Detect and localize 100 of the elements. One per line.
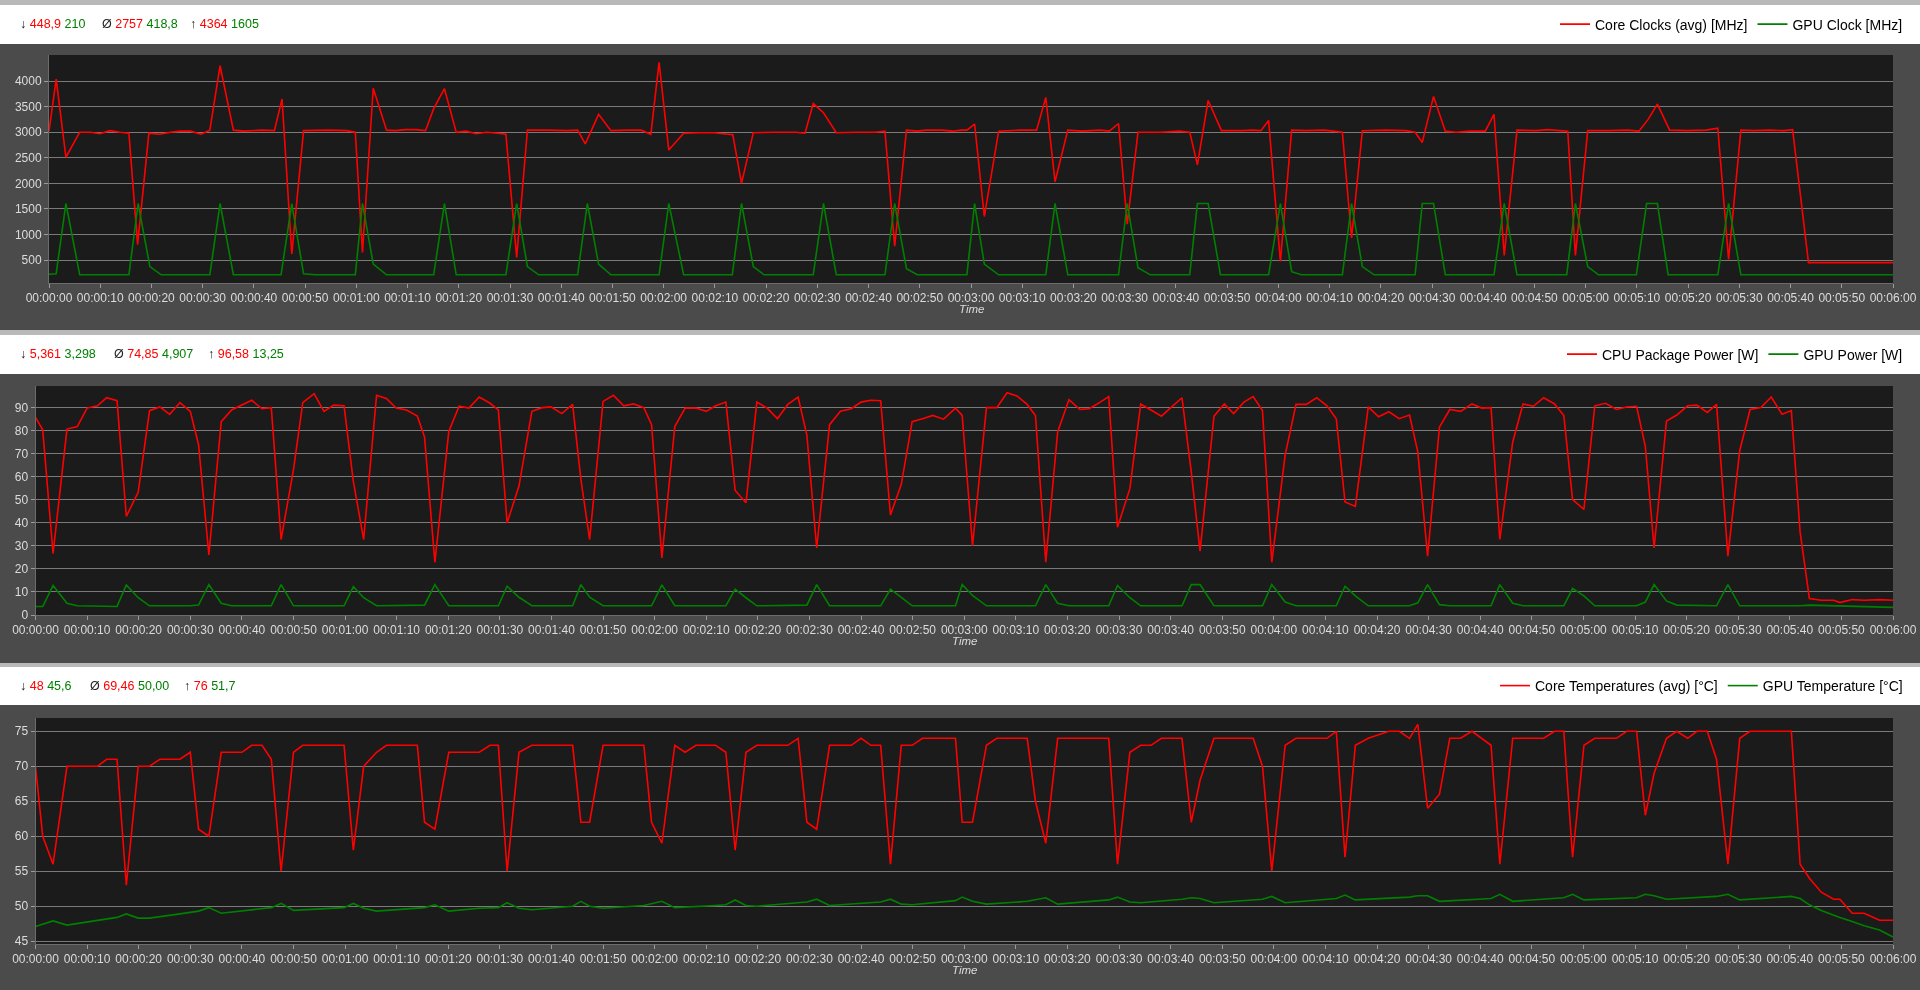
legend-label: Core Temperatures (avg) [°C] xyxy=(1535,678,1718,695)
x-tick-label: 00:00:20 xyxy=(115,952,163,967)
x-tick-label: 00:01:00 xyxy=(321,623,369,638)
y-tick-label: 0 xyxy=(21,608,29,623)
x-tick-label: 00:04:40 xyxy=(1459,291,1507,306)
x-tick-label: 00:03:50 xyxy=(1198,623,1246,638)
legend-label: CPU Package Power [W] xyxy=(1602,346,1759,363)
y-tick-label: 50 xyxy=(14,493,29,508)
text: Ø 69,46 50,00 xyxy=(90,679,170,693)
x-tick-label: 00:03:20 xyxy=(1050,291,1098,306)
x-tick-label: 00:04:00 xyxy=(1254,291,1303,306)
line-series xyxy=(49,202,1893,276)
x-tick-label: 00:01:40 xyxy=(537,291,585,306)
text: ↑ 76 51,7 xyxy=(184,679,236,693)
x-tick-label: 00:01:50 xyxy=(579,623,627,638)
line-series xyxy=(35,893,1893,938)
x-tick-label: 00:04:30 xyxy=(1408,291,1456,306)
x-tick-label: 00:03:30 xyxy=(1095,623,1143,638)
y-tick-label: 70 xyxy=(14,759,29,774)
x-tick-label: 00:02:10 xyxy=(682,623,730,638)
y-tick-label: 60 xyxy=(14,829,29,844)
x-tick-label: 00:04:00 xyxy=(1250,623,1298,638)
line-series xyxy=(35,391,1893,604)
x-tick-label: 00:01:30 xyxy=(476,952,524,967)
y-tick-label: 70 xyxy=(14,447,29,462)
x-tick-label: 00:00:40 xyxy=(218,952,266,967)
x-tick-label: 00:00:50 xyxy=(270,952,318,967)
text: ↓ 448,9 210 xyxy=(20,17,86,31)
legend-label: GPU Clock [MHz] xyxy=(1792,16,1903,33)
y-tick-label: 30 xyxy=(14,539,29,554)
x-tick-label: 00:04:40 xyxy=(1456,623,1504,638)
x-tick-label: 00:03:20 xyxy=(1044,623,1092,638)
x-tick-label: 00:05:40 xyxy=(1766,952,1814,967)
x-tick-label: 00:02:00 xyxy=(631,623,679,638)
legend-label: GPU Power [W] xyxy=(1803,346,1903,363)
x-tick-label: 00:02:10 xyxy=(682,952,730,967)
x-tick-label: 00:02:40 xyxy=(845,291,893,306)
text: Ø 74,85 4,907 xyxy=(114,347,194,361)
x-tick-label: 00:01:40 xyxy=(528,623,576,638)
x-tick-label: 00:04:30 xyxy=(1405,623,1453,638)
x-tick-label: 00:02:30 xyxy=(793,291,842,306)
y-tick-label: 2000 xyxy=(14,176,42,191)
x-tick-label: 00:03:40 xyxy=(1147,623,1195,638)
x-tick-label: 00:04:40 xyxy=(1456,952,1504,967)
x-tick-label: 00:01:20 xyxy=(435,291,483,306)
y-tick-label: 45 xyxy=(14,934,29,949)
x-tick-label: 00:05:00 xyxy=(1560,952,1608,967)
x-axis-title: Time xyxy=(952,964,978,976)
x-tick-label: 00:05:30 xyxy=(1714,952,1762,967)
x-tick-label: 00:02:00 xyxy=(640,291,688,306)
x-tick-label: 00:03:40 xyxy=(1147,952,1195,967)
x-tick-label: 00:05:40 xyxy=(1766,623,1814,638)
x-tick-label: 00:05:50 xyxy=(1818,291,1866,306)
x-tick-label: 00:00:50 xyxy=(270,623,318,638)
x-tick-label: 00:02:50 xyxy=(889,952,937,967)
x-tick-label: 00:02:50 xyxy=(896,291,944,306)
x-tick-label: 00:04:20 xyxy=(1353,952,1401,967)
legend-label: Core Clocks (avg) [MHz] xyxy=(1595,16,1748,33)
x-tick-label: 00:03:20 xyxy=(1044,952,1092,967)
y-tick-label: 500 xyxy=(21,253,42,268)
x-tick-label: 00:03:50 xyxy=(1203,291,1251,306)
x-tick-label: 00:01:10 xyxy=(373,623,421,638)
x-tick-label: 00:00:00 xyxy=(25,291,73,306)
x-tick-label: 00:04:10 xyxy=(1306,291,1354,306)
x-tick-label: 00:00:20 xyxy=(115,623,163,638)
x-tick-label: 00:00:40 xyxy=(230,291,278,306)
y-tick-label: 50 xyxy=(14,899,29,914)
x-tick-label: 00:05:50 xyxy=(1818,952,1866,967)
x-tick-label: 00:02:00 xyxy=(631,952,679,967)
x-tick-label: 00:04:10 xyxy=(1302,623,1350,638)
x-tick-label: 00:05:30 xyxy=(1715,291,1764,306)
x-axis-title: Time xyxy=(952,635,978,647)
line-series xyxy=(35,583,1893,609)
x-tick-label: 00:00:10 xyxy=(63,623,111,638)
x-tick-label: 00:03:30 xyxy=(1095,952,1143,967)
x-tick-label: 00:06:00 xyxy=(1869,291,1917,306)
x-tick-label: 00:04:20 xyxy=(1353,623,1401,638)
x-tick-label: 00:02:40 xyxy=(837,623,885,638)
y-tick-label: 1500 xyxy=(14,202,42,217)
x-tick-label: 00:01:50 xyxy=(579,952,627,967)
y-tick-label: 10 xyxy=(14,585,29,600)
x-tick-label: 00:03:10 xyxy=(992,952,1040,967)
x-tick-label: 00:01:10 xyxy=(373,952,421,967)
x-tick-label: 00:02:40 xyxy=(837,952,885,967)
x-tick-label: 00:05:30 xyxy=(1714,623,1762,638)
text: Ø 2757 418,8 xyxy=(102,17,178,31)
x-tick-label: 00:01:50 xyxy=(589,291,637,306)
x-tick-label: 00:01:30 xyxy=(476,623,524,638)
x-tick-label: 00:04:10 xyxy=(1302,952,1350,967)
x-tick-label: 00:05:00 xyxy=(1560,623,1608,638)
x-tick-label: 00:05:40 xyxy=(1767,291,1815,306)
y-tick-label: 90 xyxy=(14,401,29,416)
x-tick-label: 00:06:00 xyxy=(1869,623,1917,638)
text: ↓ 48 45,6 xyxy=(20,679,72,693)
y-tick-label: 60 xyxy=(14,470,29,485)
x-tick-label: 00:02:20 xyxy=(734,623,782,638)
x-tick-label: 00:03:10 xyxy=(998,291,1046,306)
y-tick-label: 4000 xyxy=(14,74,42,89)
y-tick-label: 65 xyxy=(14,794,29,809)
x-tick-label: 00:00:10 xyxy=(76,291,124,306)
